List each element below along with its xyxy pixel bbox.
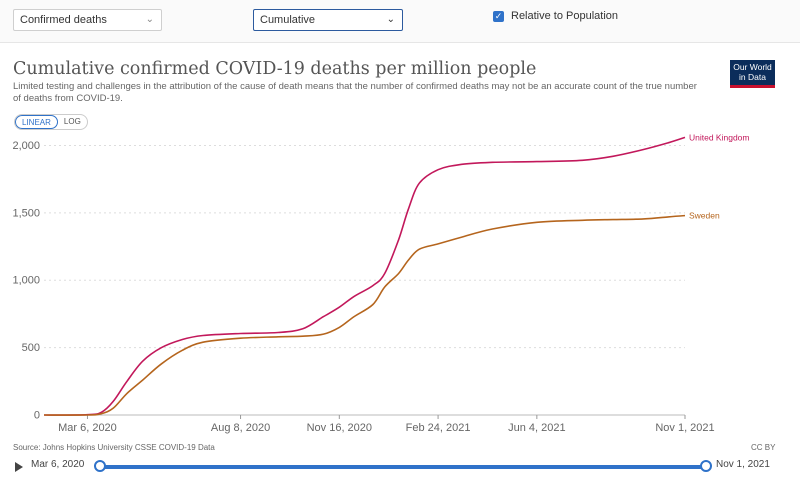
- chart-title: Cumulative confirmed COVID-19 deaths per…: [13, 59, 537, 79]
- x-tick-label: Nov 16, 2020: [307, 422, 372, 434]
- scale-linear-button[interactable]: LINEAR: [15, 115, 58, 129]
- series-label: Sweden: [689, 211, 720, 221]
- owid-logo[interactable]: Our World in Data: [730, 60, 775, 88]
- metric-select[interactable]: Confirmed deaths ⌄: [13, 9, 162, 31]
- y-tick-label: 1,500: [12, 207, 40, 219]
- controls-bar: Confirmed deaths ⌄ Cumulative ⌄ ✓ Relativ…: [0, 0, 800, 43]
- chart-subtitle: Limited testing and challenges in the at…: [13, 81, 697, 104]
- scale-log-button[interactable]: LOG: [63, 117, 81, 126]
- scale-toggle[interactable]: LINEAR LOG: [14, 114, 88, 130]
- relative-to-population-toggle[interactable]: ✓ Relative to Population: [493, 10, 618, 22]
- chart-card: [0, 46, 800, 502]
- metric-select-value: Confirmed deaths: [20, 14, 107, 26]
- play-icon[interactable]: [15, 462, 23, 472]
- series-line-united-kingdom: [43, 136, 686, 416]
- x-tick-label: Aug 8, 2020: [211, 422, 270, 434]
- relative-checkbox-label: Relative to Population: [511, 10, 619, 22]
- y-tick-label: 1,000: [12, 275, 40, 287]
- checkbox-checked-icon[interactable]: ✓: [493, 10, 504, 22]
- x-tick-label: Nov 1, 2021: [655, 422, 714, 434]
- license-link[interactable]: CC BY: [751, 443, 776, 452]
- x-tick-label: Jun 4, 2021: [508, 422, 566, 434]
- logo-line-2: in Data: [739, 71, 766, 82]
- y-tick-label: 500: [22, 342, 40, 354]
- chevron-down-icon: ⌄: [386, 14, 395, 25]
- timeline-end-handle[interactable]: [700, 460, 712, 472]
- source-note: Source: Johns Hopkins University CSSE CO…: [13, 443, 215, 452]
- series-label: United Kingdom: [689, 132, 749, 142]
- timeline-start-label: Mar 6, 2020: [31, 459, 85, 470]
- timeline-start-handle[interactable]: [94, 460, 106, 472]
- chevron-down-icon: ⌄: [145, 14, 154, 25]
- series-line-sweden: [43, 214, 686, 416]
- y-tick-label: 2,000: [12, 140, 40, 152]
- timeline-end-label: Nov 1, 2021: [716, 459, 770, 470]
- x-tick-label: Mar 6, 2020: [58, 422, 117, 434]
- interval-select-value: Cumulative: [260, 14, 316, 26]
- line-chart: 0 500 1,000 1,500 2,000 Mar 6, 2020 Aug 8, 202…: [12, 132, 749, 434]
- timeline-track[interactable]: [100, 465, 706, 469]
- x-tick-label: Feb 24, 2021: [406, 422, 471, 434]
- logo-line-1: Our World: [733, 62, 772, 72]
- y-tick-label: 0: [34, 410, 40, 422]
- interval-select[interactable]: Cumulative ⌄: [253, 9, 403, 31]
